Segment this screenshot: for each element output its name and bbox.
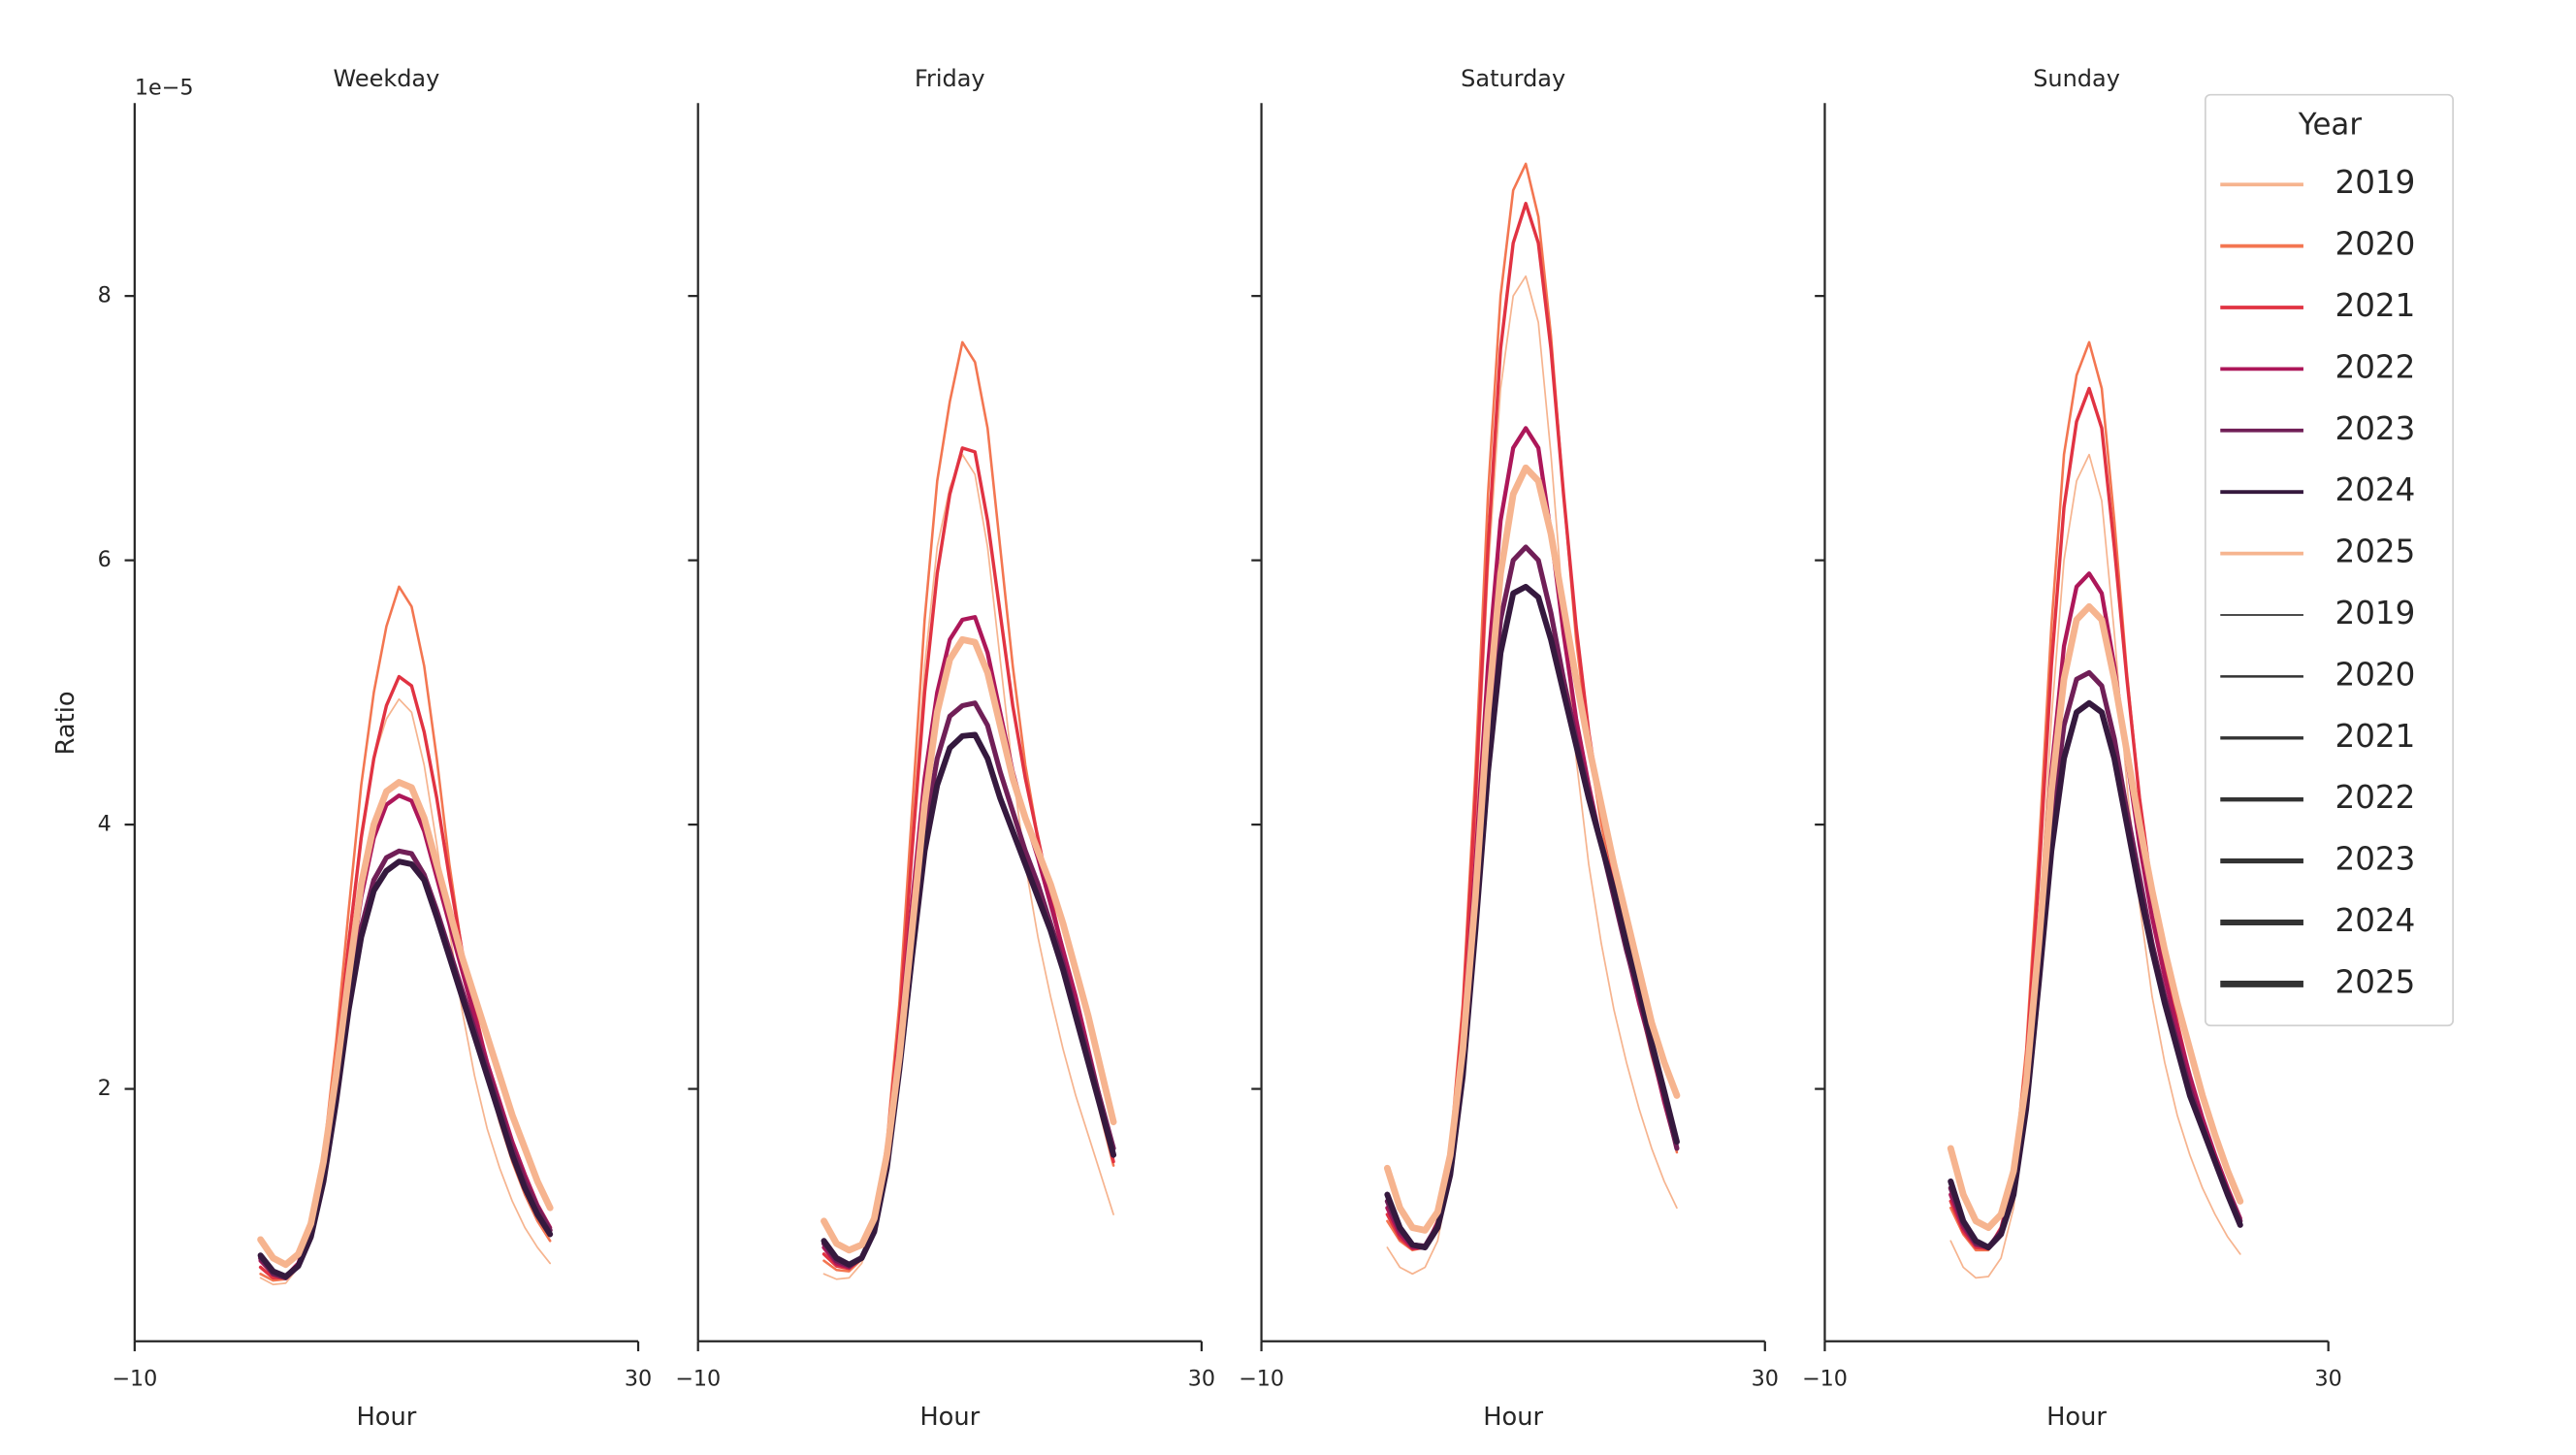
series-line: [822, 340, 1115, 1273]
series-line: [1385, 202, 1679, 1251]
y-tick-label: 6: [98, 547, 112, 572]
series-line: [257, 779, 554, 1269]
legend-size-label: 2021: [2335, 718, 2416, 755]
series-line: [258, 848, 553, 1280]
series-line: [1384, 583, 1680, 1251]
panel-title: Saturday: [1461, 65, 1565, 92]
x-axis-label: Hour: [1483, 1403, 1543, 1432]
legend-label: 2021: [2335, 287, 2416, 324]
y-tick-label: 2: [98, 1076, 112, 1101]
series-line: [821, 446, 1115, 1271]
x-tick-label: 30: [2314, 1367, 2341, 1392]
x-tick-label: −10: [112, 1367, 157, 1392]
series-line: [1384, 544, 1680, 1249]
legend-size-label: 2025: [2335, 963, 2416, 1000]
x-axis-label: Hour: [2046, 1403, 2107, 1432]
x-tick-label: 30: [625, 1367, 652, 1392]
x-tick-label: −10: [1802, 1367, 1848, 1392]
series-line: [259, 585, 552, 1282]
series-line: [258, 792, 553, 1279]
panel-title: Weekday: [334, 65, 440, 92]
legend-frame: [2204, 93, 2455, 1027]
panel: Weekday 2 4 6 8 −10 30 Hour Ratio 1e−5: [51, 65, 652, 1432]
panel: Saturday −10 30 Hour: [1239, 65, 1779, 1432]
series-line: [1386, 275, 1678, 1276]
series-line: [1947, 602, 2244, 1232]
y-offset-label: 1e−5: [135, 75, 194, 100]
y-axis-label: Ratio: [51, 691, 80, 755]
x-tick-label: −10: [1239, 1367, 1284, 1392]
y-tick-label: 8: [98, 283, 112, 308]
legend-label: 2025: [2335, 534, 2416, 570]
x-axis-label: Hour: [356, 1403, 416, 1432]
series-line: [257, 858, 554, 1280]
legend-size-label: 2020: [2335, 656, 2416, 693]
legend-label: 2022: [2335, 348, 2416, 385]
series-line: [1948, 669, 2243, 1250]
legend-label: 2019: [2335, 164, 2416, 201]
series-line: [1948, 699, 2243, 1251]
legend-label: 2020: [2335, 226, 2416, 263]
legend-size-label: 2023: [2335, 841, 2416, 878]
x-axis-label: Hour: [919, 1403, 980, 1432]
x-tick-label: 30: [1188, 1367, 1215, 1392]
legend-label: 2023: [2335, 410, 2416, 447]
legend-size-label: 2022: [2335, 779, 2416, 816]
series-line: [1949, 453, 2241, 1279]
legend-size-label: 2019: [2335, 595, 2416, 631]
legend-label: 2024: [2335, 471, 2416, 508]
series-line: [1948, 571, 2242, 1250]
series-line: [821, 731, 1117, 1268]
legend-size-label: 2024: [2335, 902, 2416, 939]
legend-title: Year: [2298, 108, 2363, 143]
panel-title: Sunday: [2033, 65, 2120, 92]
series-line: [1383, 464, 1681, 1234]
x-tick-label: 30: [1752, 1367, 1779, 1392]
panel: Sunday −10 30 Hour: [1802, 65, 2342, 1432]
series-line: [821, 635, 1117, 1254]
series-line: [822, 453, 1114, 1280]
legend: Year 2019 2019 2020 2020 2021 2021 2022 2022 2023…: [2204, 93, 2455, 1027]
panel-title: Friday: [915, 65, 985, 92]
x-tick-label: −10: [675, 1367, 721, 1392]
y-tick-label: 4: [98, 812, 112, 837]
panel: Friday −10 30 Hour: [675, 65, 1215, 1432]
